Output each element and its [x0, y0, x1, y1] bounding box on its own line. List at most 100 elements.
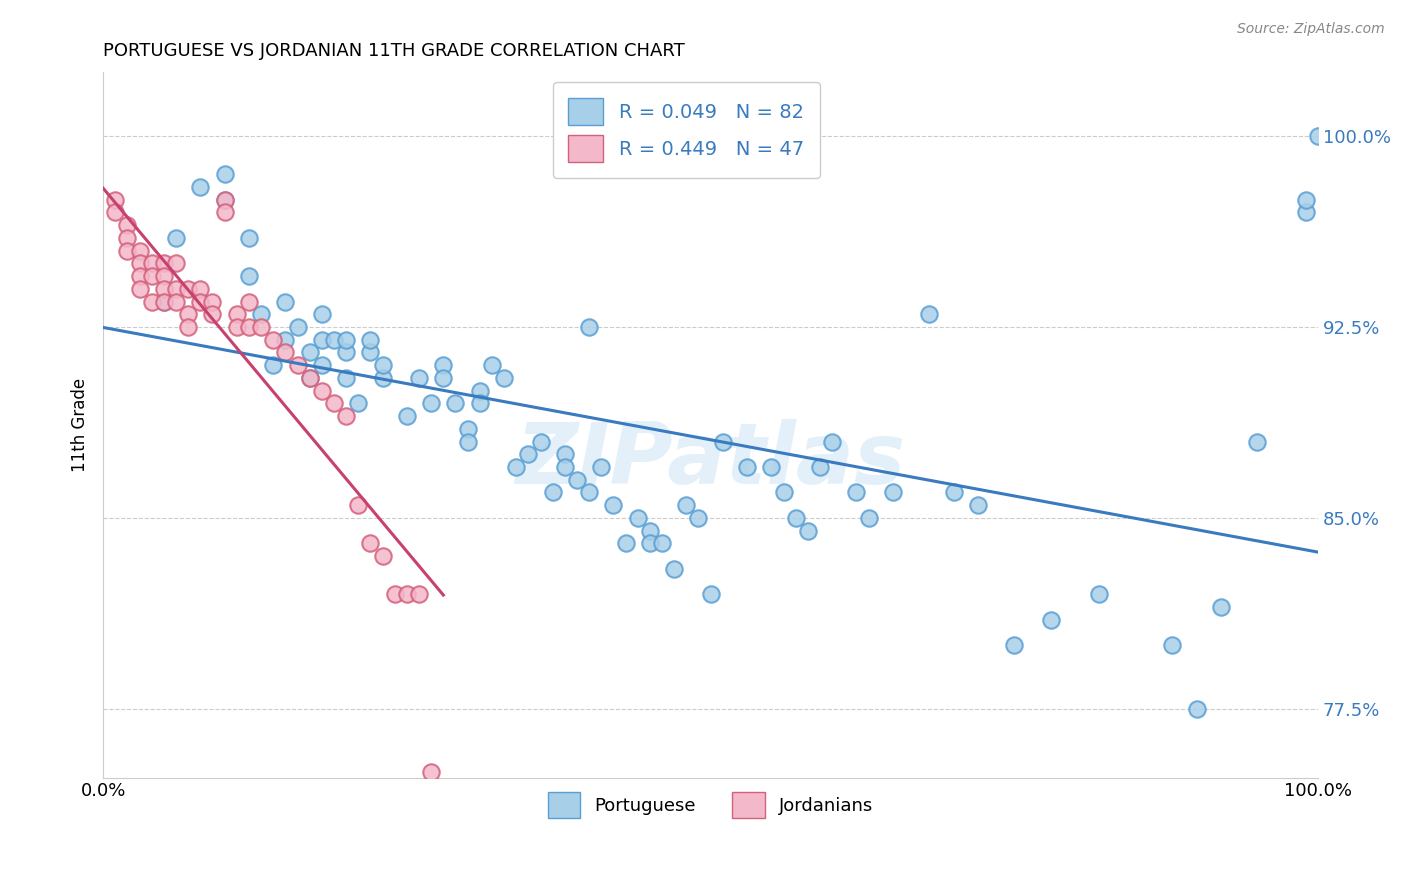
- Point: [287, 358, 309, 372]
- Point: [128, 269, 150, 284]
- Point: [845, 485, 868, 500]
- Point: [797, 524, 820, 538]
- Point: [688, 511, 710, 525]
- Point: [153, 269, 176, 284]
- Point: [481, 358, 503, 372]
- Point: [165, 294, 187, 309]
- Point: [298, 371, 321, 385]
- Point: [311, 307, 333, 321]
- Point: [225, 320, 247, 334]
- Point: [128, 256, 150, 270]
- Point: [821, 434, 844, 449]
- Point: [311, 358, 333, 372]
- Point: [238, 269, 260, 284]
- Point: [128, 244, 150, 258]
- Point: [699, 587, 721, 601]
- Point: [675, 498, 697, 512]
- Point: [967, 498, 990, 512]
- Point: [457, 434, 479, 449]
- Point: [238, 294, 260, 309]
- Point: [1246, 434, 1268, 449]
- Point: [214, 193, 236, 207]
- Point: [262, 358, 284, 372]
- Point: [408, 587, 430, 601]
- Point: [335, 409, 357, 423]
- Point: [918, 307, 941, 321]
- Point: [761, 460, 783, 475]
- Text: PORTUGUESE VS JORDANIAN 11TH GRADE CORRELATION CHART: PORTUGUESE VS JORDANIAN 11TH GRADE CORRE…: [103, 42, 685, 60]
- Point: [128, 282, 150, 296]
- Point: [1308, 129, 1330, 144]
- Point: [141, 294, 163, 309]
- Point: [565, 473, 588, 487]
- Point: [188, 282, 211, 296]
- Y-axis label: 11th Grade: 11th Grade: [72, 378, 89, 472]
- Point: [311, 333, 333, 347]
- Point: [785, 511, 807, 525]
- Point: [141, 269, 163, 284]
- Text: ZIPatlas: ZIPatlas: [516, 418, 905, 502]
- Point: [165, 231, 187, 245]
- Point: [444, 396, 467, 410]
- Point: [335, 371, 357, 385]
- Point: [177, 320, 200, 334]
- Point: [371, 358, 394, 372]
- Point: [1185, 702, 1208, 716]
- Point: [1295, 205, 1317, 219]
- Point: [578, 320, 600, 334]
- Point: [359, 333, 381, 347]
- Point: [711, 434, 734, 449]
- Point: [117, 244, 139, 258]
- Point: [1039, 613, 1062, 627]
- Point: [651, 536, 673, 550]
- Point: [188, 294, 211, 309]
- Point: [420, 396, 443, 410]
- Point: [104, 193, 127, 207]
- Point: [177, 307, 200, 321]
- Point: [141, 256, 163, 270]
- Point: [298, 345, 321, 359]
- Point: [808, 460, 831, 475]
- Point: [238, 320, 260, 334]
- Point: [335, 345, 357, 359]
- Point: [359, 536, 381, 550]
- Point: [384, 587, 406, 601]
- Point: [165, 256, 187, 270]
- Point: [942, 485, 965, 500]
- Point: [335, 333, 357, 347]
- Point: [408, 371, 430, 385]
- Point: [578, 485, 600, 500]
- Text: Source: ZipAtlas.com: Source: ZipAtlas.com: [1237, 22, 1385, 37]
- Point: [554, 447, 576, 461]
- Point: [104, 205, 127, 219]
- Point: [1209, 599, 1232, 614]
- Point: [1002, 638, 1025, 652]
- Legend: Portuguese, Jordanians: Portuguese, Jordanians: [540, 785, 880, 825]
- Point: [1161, 638, 1184, 652]
- Point: [371, 371, 394, 385]
- Point: [311, 384, 333, 398]
- Point: [395, 409, 418, 423]
- Point: [287, 320, 309, 334]
- Point: [468, 384, 491, 398]
- Point: [494, 371, 516, 385]
- Point: [298, 371, 321, 385]
- Point: [517, 447, 540, 461]
- Point: [117, 218, 139, 232]
- Point: [153, 256, 176, 270]
- Point: [347, 396, 370, 410]
- Point: [541, 485, 564, 500]
- Point: [165, 282, 187, 296]
- Point: [432, 371, 454, 385]
- Point: [153, 294, 176, 309]
- Point: [457, 422, 479, 436]
- Point: [250, 320, 273, 334]
- Point: [664, 562, 686, 576]
- Point: [371, 549, 394, 563]
- Point: [591, 460, 613, 475]
- Point: [505, 460, 527, 475]
- Point: [858, 511, 880, 525]
- Point: [638, 536, 661, 550]
- Point: [153, 294, 176, 309]
- Point: [323, 396, 346, 410]
